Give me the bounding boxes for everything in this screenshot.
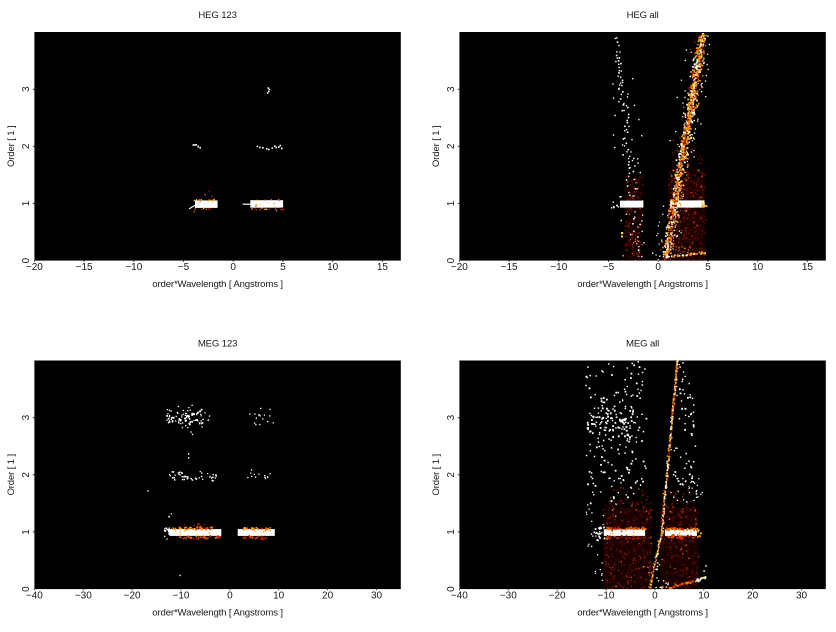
svg-text:−15: −15 bbox=[76, 262, 93, 273]
svg-text:3: 3 bbox=[446, 86, 457, 92]
svg-text:−20: −20 bbox=[549, 591, 566, 602]
svg-text:−10: −10 bbox=[550, 262, 567, 273]
svg-text:HEG all: HEG all bbox=[627, 10, 659, 21]
svg-text:5: 5 bbox=[705, 262, 711, 273]
svg-text:0: 0 bbox=[21, 257, 32, 263]
svg-text:0: 0 bbox=[230, 262, 236, 273]
svg-text:HEG 123: HEG 123 bbox=[198, 10, 236, 21]
svg-text:20: 20 bbox=[322, 591, 334, 602]
svg-text:2: 2 bbox=[21, 472, 32, 478]
svg-text:10: 10 bbox=[327, 262, 339, 273]
svg-text:10: 10 bbox=[698, 591, 710, 602]
svg-text:order*Wavelength [ Angstroms ]: order*Wavelength [ Angstroms ] bbox=[152, 279, 283, 290]
svg-text:15: 15 bbox=[377, 262, 389, 273]
svg-text:−15: −15 bbox=[501, 262, 518, 273]
svg-text:3: 3 bbox=[446, 414, 457, 420]
svg-text:−10: −10 bbox=[125, 262, 142, 273]
svg-text:10: 10 bbox=[273, 591, 285, 602]
svg-text:15: 15 bbox=[802, 262, 814, 273]
svg-text:order*Wavelength [ Angstroms ]: order*Wavelength [ Angstroms ] bbox=[577, 607, 708, 618]
svg-text:30: 30 bbox=[371, 591, 383, 602]
svg-text:3: 3 bbox=[21, 414, 32, 420]
svg-text:10: 10 bbox=[752, 262, 764, 273]
svg-text:−30: −30 bbox=[500, 591, 517, 602]
svg-text:1: 1 bbox=[446, 200, 457, 206]
svg-text:−40: −40 bbox=[451, 591, 468, 602]
svg-text:5: 5 bbox=[280, 262, 286, 273]
svg-text:MEG 123: MEG 123 bbox=[198, 338, 237, 349]
svg-text:1: 1 bbox=[21, 200, 32, 206]
svg-text:−5: −5 bbox=[603, 262, 615, 273]
svg-text:Order [ 1 ]: Order [ 1 ] bbox=[6, 454, 17, 496]
svg-text:Order [ 1 ]: Order [ 1 ] bbox=[431, 454, 442, 496]
svg-text:−20: −20 bbox=[124, 591, 141, 602]
svg-text:MEG all: MEG all bbox=[626, 338, 659, 349]
svg-text:0: 0 bbox=[21, 586, 32, 592]
svg-text:0: 0 bbox=[655, 262, 661, 273]
svg-text:3: 3 bbox=[21, 86, 32, 92]
svg-text:Order [ 1 ]: Order [ 1 ] bbox=[431, 126, 442, 168]
svg-text:0: 0 bbox=[227, 591, 233, 602]
svg-text:0: 0 bbox=[446, 586, 457, 592]
svg-text:−30: −30 bbox=[75, 591, 92, 602]
svg-text:1: 1 bbox=[446, 529, 457, 535]
svg-text:−20: −20 bbox=[451, 262, 468, 273]
svg-text:order*Wavelength [ Angstroms ]: order*Wavelength [ Angstroms ] bbox=[152, 607, 283, 618]
svg-text:1: 1 bbox=[21, 529, 32, 535]
svg-text:Order [ 1 ]: Order [ 1 ] bbox=[6, 126, 17, 168]
svg-text:20: 20 bbox=[747, 591, 759, 602]
svg-text:−20: −20 bbox=[26, 262, 43, 273]
svg-text:−10: −10 bbox=[598, 591, 615, 602]
svg-text:0: 0 bbox=[652, 591, 658, 602]
svg-text:order*Wavelength [ Angstroms ]: order*Wavelength [ Angstroms ] bbox=[577, 279, 708, 290]
svg-text:−10: −10 bbox=[173, 591, 190, 602]
svg-text:0: 0 bbox=[446, 257, 457, 263]
svg-text:2: 2 bbox=[446, 472, 457, 478]
svg-text:−40: −40 bbox=[26, 591, 43, 602]
svg-text:−5: −5 bbox=[178, 262, 190, 273]
svg-text:30: 30 bbox=[796, 591, 808, 602]
svg-text:2: 2 bbox=[21, 143, 32, 149]
svg-text:2: 2 bbox=[446, 143, 457, 149]
